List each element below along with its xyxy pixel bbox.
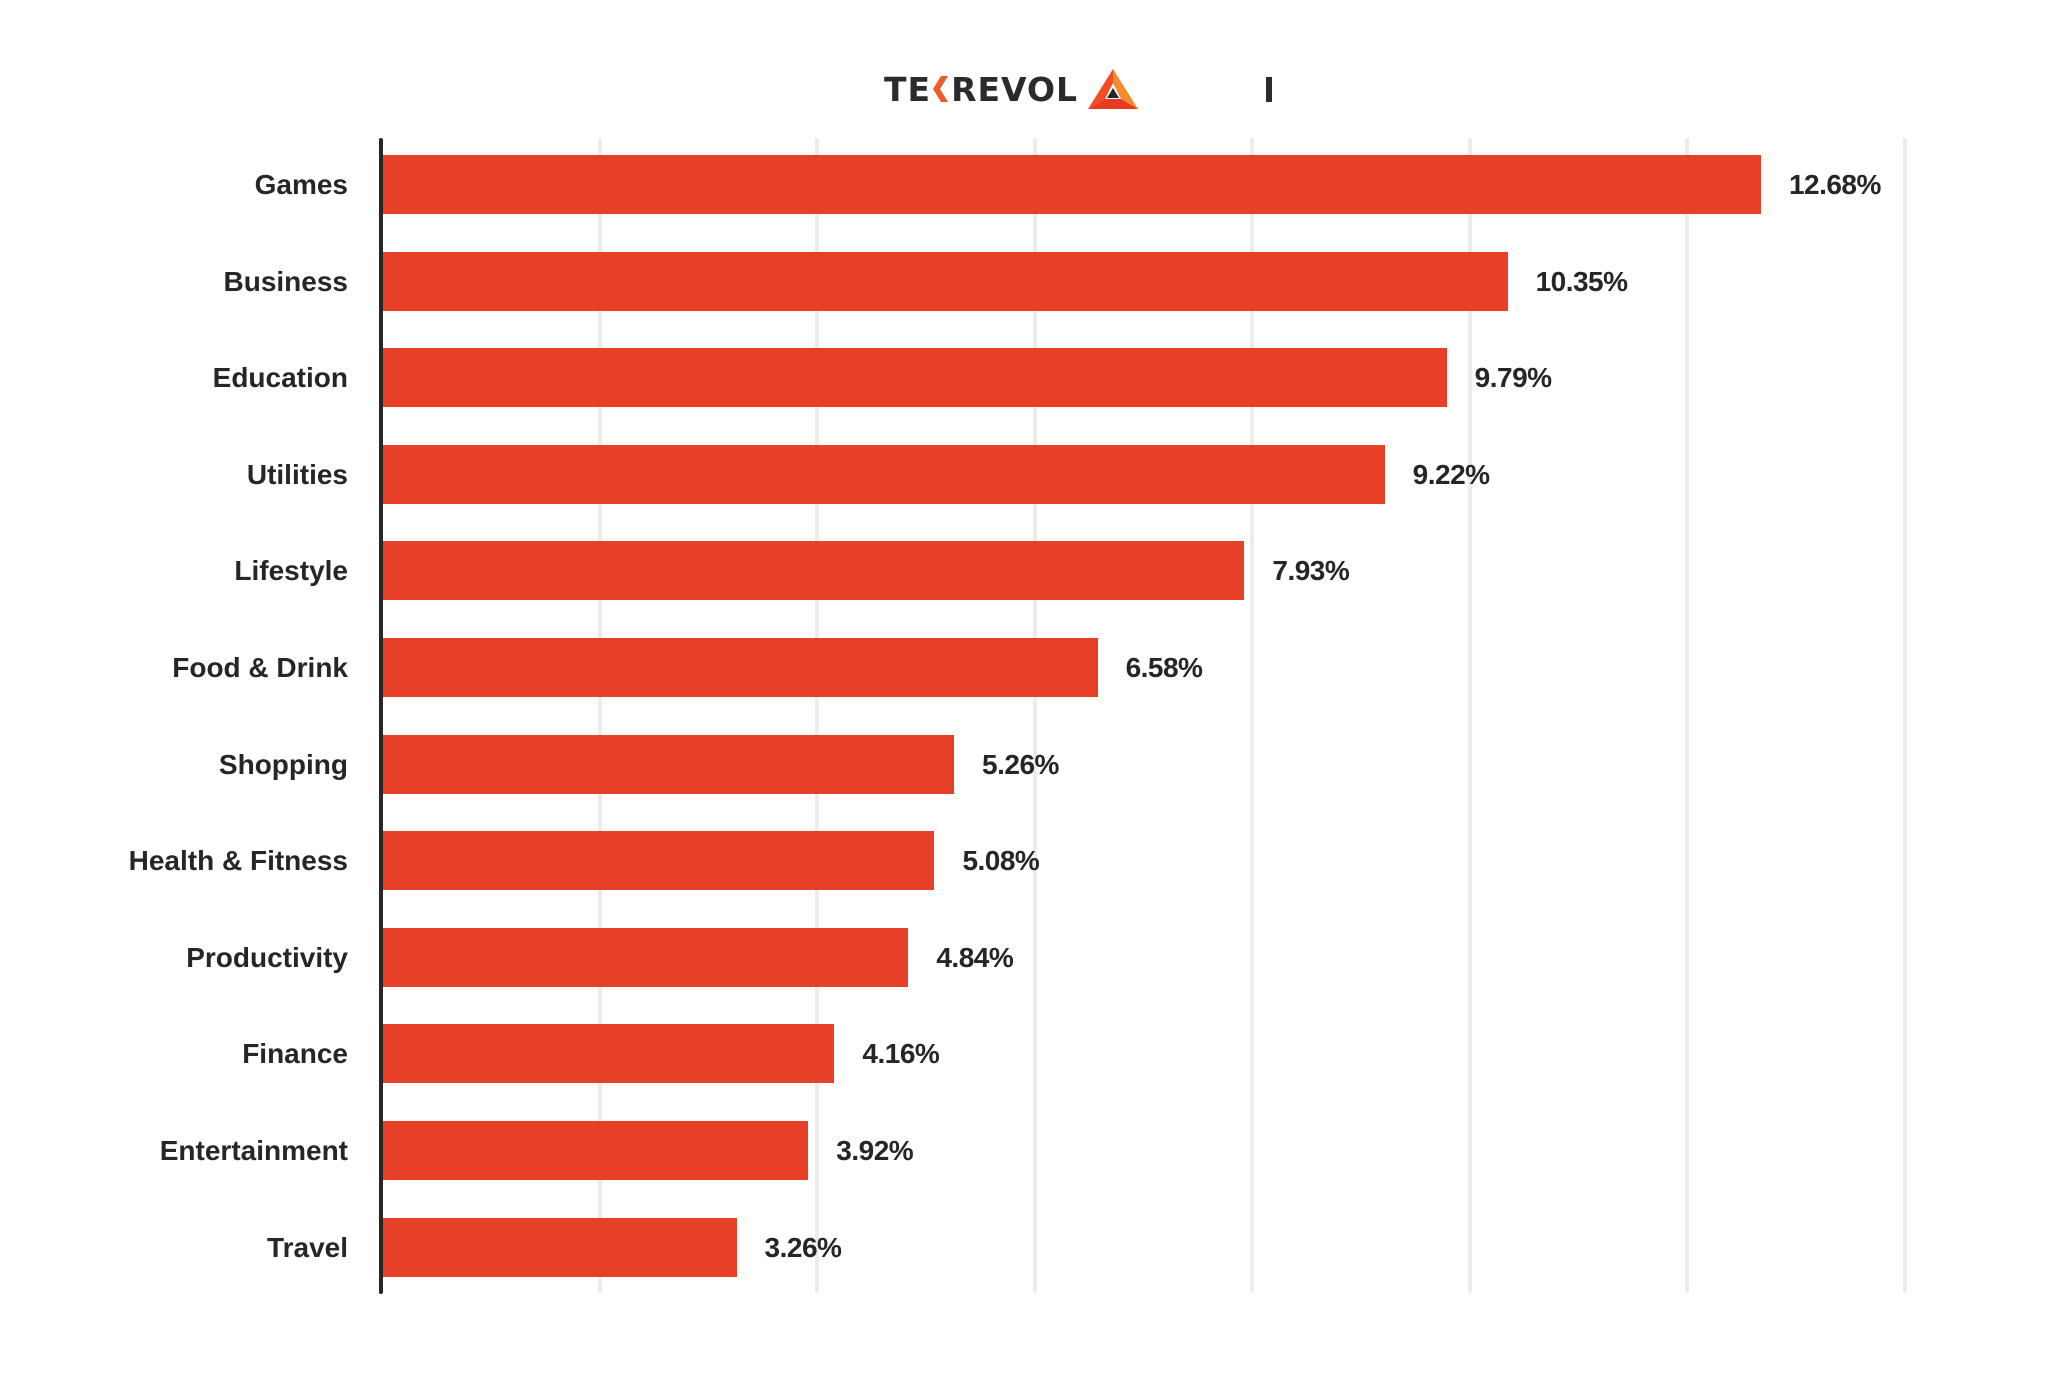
value-label: 4.16% bbox=[862, 1038, 940, 1070]
gridline bbox=[1467, 138, 1472, 1293]
category-label: Health & Fitness bbox=[128, 845, 348, 877]
category-label: Shopping bbox=[218, 748, 348, 780]
category-label: Entertainment bbox=[159, 1135, 348, 1166]
value-label: 3.92% bbox=[836, 1135, 914, 1166]
logo-text-right: REVOL bbox=[951, 69, 1079, 109]
logo-k-chevron-icon bbox=[933, 76, 1272, 102]
value-label: 3.26% bbox=[764, 1231, 842, 1263]
bar bbox=[382, 541, 1245, 601]
bar bbox=[382, 444, 1385, 504]
gridline bbox=[1032, 138, 1037, 1293]
value-label: 5.26% bbox=[982, 748, 1059, 780]
category-label: Lifestyle bbox=[234, 555, 348, 587]
value-label: 6.58% bbox=[1125, 652, 1203, 683]
bar bbox=[382, 638, 1098, 697]
value-label: 9.79% bbox=[1474, 362, 1552, 394]
gridline bbox=[815, 138, 819, 1293]
logo-triangle-icon bbox=[1088, 69, 1139, 109]
logo-text-left: TE bbox=[884, 69, 932, 109]
category-label: Utilities bbox=[246, 458, 348, 490]
value-label: 5.08% bbox=[962, 845, 1040, 877]
bar bbox=[382, 251, 1508, 311]
gridline bbox=[1685, 138, 1689, 1293]
bar bbox=[382, 927, 909, 987]
tekrevol-logo: TE REVOL bbox=[884, 66, 1272, 112]
category-label: Travel bbox=[267, 1231, 348, 1263]
value-label: 12.68% bbox=[1788, 169, 1881, 200]
value-label: 4.84% bbox=[936, 941, 1014, 973]
value-label: 7.93% bbox=[1272, 555, 1350, 587]
gridline bbox=[597, 138, 602, 1293]
gridline bbox=[1250, 138, 1254, 1293]
category-label: Productivity bbox=[186, 941, 348, 973]
bar bbox=[382, 348, 1447, 408]
gridline bbox=[1902, 138, 1907, 1293]
value-label: 9.22% bbox=[1412, 458, 1490, 490]
category-label: Finance bbox=[242, 1038, 348, 1070]
bar bbox=[382, 1024, 835, 1084]
category-label: Food & Drink bbox=[172, 652, 348, 683]
value-label: 10.35% bbox=[1535, 265, 1628, 297]
bar bbox=[382, 831, 935, 891]
category-label: Games bbox=[254, 169, 348, 200]
bar bbox=[382, 734, 955, 794]
y-axis-line bbox=[379, 138, 383, 1294]
category-label: Education bbox=[212, 362, 348, 394]
bar bbox=[382, 155, 1761, 214]
logo-wordmark: TE REVOL bbox=[884, 69, 1272, 109]
category-label: Business bbox=[223, 265, 349, 297]
bar bbox=[382, 1217, 737, 1277]
bar bbox=[382, 1121, 809, 1180]
